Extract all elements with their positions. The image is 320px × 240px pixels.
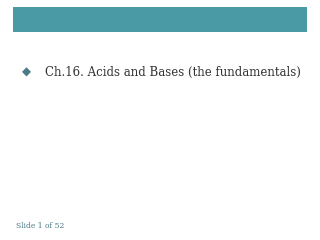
- Text: Ch.16. Acids and Bases (the fundamentals): Ch.16. Acids and Bases (the fundamentals…: [45, 66, 301, 78]
- Bar: [13, 7, 307, 32]
- Text: Slide 1 of 52: Slide 1 of 52: [16, 222, 64, 230]
- Text: ◆: ◆: [22, 66, 31, 78]
